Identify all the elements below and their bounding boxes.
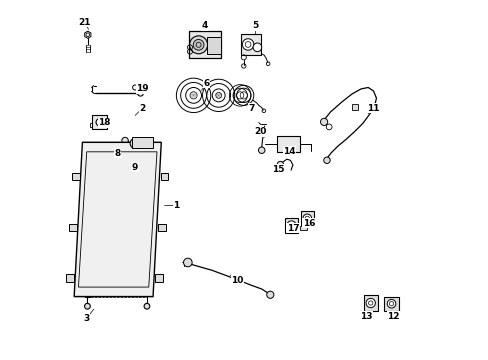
Bar xyxy=(276,136,300,152)
Circle shape xyxy=(366,298,375,308)
Bar xyxy=(284,218,298,233)
Bar xyxy=(206,37,221,54)
Circle shape xyxy=(96,119,103,126)
Text: 14: 14 xyxy=(283,147,295,156)
Text: 13: 13 xyxy=(360,312,372,321)
Text: 20: 20 xyxy=(254,127,266,136)
Text: 17: 17 xyxy=(286,224,299,233)
Bar xyxy=(155,274,163,282)
Bar xyxy=(363,295,377,311)
Text: 15: 15 xyxy=(272,165,284,174)
Bar xyxy=(300,226,306,230)
Text: 1: 1 xyxy=(173,201,179,210)
Bar xyxy=(107,123,110,127)
Bar xyxy=(158,224,165,231)
Circle shape xyxy=(193,40,203,50)
Text: 5: 5 xyxy=(252,21,258,30)
Circle shape xyxy=(189,36,207,54)
Text: 6: 6 xyxy=(203,79,209,88)
Bar xyxy=(92,116,107,129)
Circle shape xyxy=(242,39,253,50)
Circle shape xyxy=(320,118,327,126)
Circle shape xyxy=(132,141,137,146)
Text: 3: 3 xyxy=(83,314,90,323)
Circle shape xyxy=(286,221,296,230)
Circle shape xyxy=(266,291,273,298)
Bar xyxy=(71,173,80,180)
Text: 4: 4 xyxy=(202,21,208,30)
Circle shape xyxy=(277,161,283,168)
Bar xyxy=(241,34,260,55)
Text: 8: 8 xyxy=(114,149,120,158)
Circle shape xyxy=(183,258,192,267)
Circle shape xyxy=(122,137,128,144)
Bar xyxy=(66,274,74,282)
Text: 11: 11 xyxy=(366,104,379,113)
Text: 10: 10 xyxy=(231,276,243,285)
Bar xyxy=(384,297,398,311)
Circle shape xyxy=(130,138,140,148)
Circle shape xyxy=(386,300,395,308)
Bar xyxy=(131,137,153,148)
Bar xyxy=(188,31,221,58)
Bar xyxy=(160,173,168,180)
Circle shape xyxy=(253,43,261,51)
Circle shape xyxy=(303,214,311,223)
Text: 9: 9 xyxy=(132,163,138,172)
Text: 2: 2 xyxy=(139,104,145,113)
Text: 16: 16 xyxy=(302,219,315,228)
Text: 7: 7 xyxy=(248,104,254,113)
Circle shape xyxy=(122,156,128,162)
Circle shape xyxy=(323,157,329,163)
Text: 12: 12 xyxy=(386,312,399,321)
Circle shape xyxy=(144,303,149,309)
Circle shape xyxy=(84,303,90,309)
Text: 19: 19 xyxy=(136,84,148,93)
Circle shape xyxy=(258,147,264,153)
Bar xyxy=(89,123,92,127)
Bar xyxy=(301,211,313,226)
Polygon shape xyxy=(74,142,161,297)
Bar xyxy=(122,140,128,159)
Bar xyxy=(351,104,357,110)
Bar xyxy=(69,224,77,231)
Text: 18: 18 xyxy=(98,118,111,127)
Text: 21: 21 xyxy=(79,18,91,27)
